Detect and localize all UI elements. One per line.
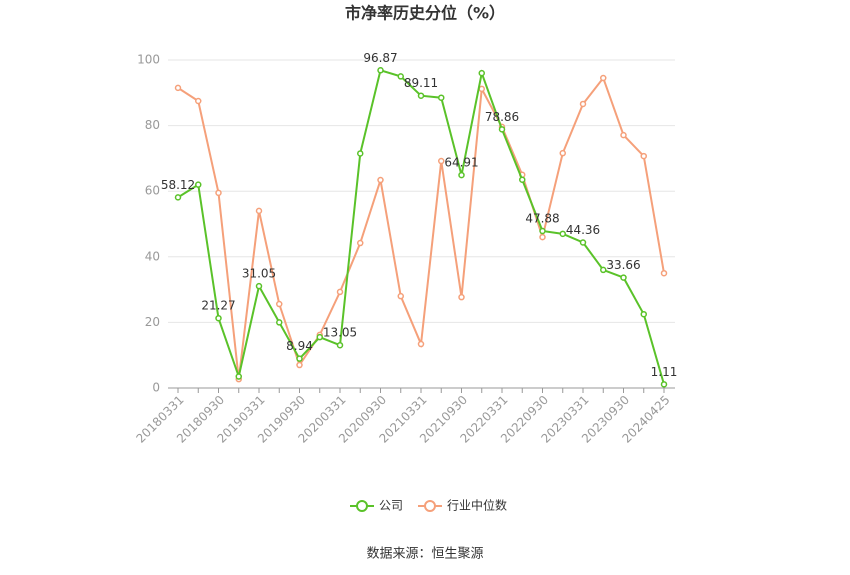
data-label: 89.11 [404,76,438,90]
data-point [276,319,283,326]
data-point [519,176,526,183]
data-point [195,97,202,105]
data-point [417,92,425,99]
y-tick-label: 80 [145,118,160,132]
data-point [296,361,303,369]
data-point [316,333,323,341]
data-point [255,207,263,215]
data-point [458,293,465,301]
data-point [600,266,607,274]
data-point [397,73,404,80]
data-point [660,381,668,388]
source-note: 数据来源：恒生聚源 [366,547,483,562]
data-point [438,94,445,101]
y-tick-label: 60 [145,184,160,198]
data-point [438,157,445,165]
data-point [195,181,202,188]
data-point [478,69,485,77]
data-point [336,288,344,296]
y-tick-label: 40 [145,249,160,263]
data-label: 13.05 [323,326,357,340]
data-point [357,239,364,247]
y-tick-label: 100 [137,53,160,67]
data-point [579,239,587,246]
data-point [458,171,465,179]
data-label: 47.88 [525,211,559,225]
data-point [559,149,566,157]
data-point [296,355,303,362]
data-point [498,126,506,133]
data-label: 78.86 [485,110,519,124]
data-label: 44.36 [566,223,600,237]
data-label: 8.94 [286,339,313,353]
data-point [640,310,647,318]
data-point [620,131,627,139]
data-point [235,373,242,380]
data-point [478,85,485,93]
data-point [377,176,384,184]
data-point [255,282,263,290]
data-point [620,274,627,281]
data-label: 64.91 [444,156,478,170]
data-point [276,300,283,308]
y-tick-label: 20 [145,315,160,329]
data-point [579,100,587,108]
data-label: 96.87 [363,51,397,65]
data-point [377,67,384,74]
data-label: 21.27 [201,299,235,313]
data-point [215,314,222,322]
legend-marker [356,500,368,512]
data-point [397,292,404,300]
data-label: 58.12 [161,178,195,192]
data-point [640,152,647,160]
data-point [357,150,364,157]
data-label: 1.11 [651,365,678,379]
data-point [215,189,222,197]
data-point [174,84,182,92]
data-point [336,341,344,349]
data-point [539,233,546,241]
data-point [660,269,668,277]
y-tick-label: 0 [152,381,160,395]
data-point [600,74,607,82]
data-label: 33.66 [606,258,640,272]
legend-label: 公司 [379,499,403,513]
data-point [559,230,566,238]
data-point [417,340,425,348]
data-point [539,227,546,235]
legend-marker [424,500,436,512]
data-label: 31.05 [242,267,276,281]
chart-title: 市净率历史分位（%） [345,4,505,23]
legend-label: 行业中位数 [447,498,507,513]
data-point [174,194,182,201]
